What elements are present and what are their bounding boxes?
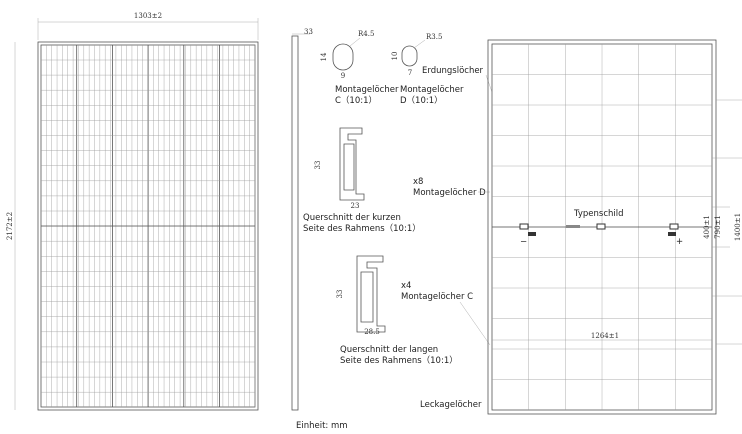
leader (413, 39, 426, 49)
leader (485, 74, 493, 93)
dim-790: 790±1 (714, 215, 722, 239)
long-frame-caption: Querschnitt der langen Seite des Rahmens（… (340, 345, 458, 366)
panel-outline (37, 41, 259, 411)
nameplate-label: Typenschild (573, 209, 624, 219)
mount-d-label: Montagelöcher D (413, 188, 486, 198)
hole-d (401, 45, 418, 67)
dim-1400: 1400±1 (734, 213, 742, 241)
nameplate (566, 225, 580, 228)
hole-c (332, 43, 354, 71)
frame-outline (487, 39, 717, 415)
hole-d-caption: Montagelöcher D（10:1） (400, 85, 464, 106)
leader (349, 37, 361, 47)
short-frame-profile (339, 127, 365, 201)
connector (669, 223, 679, 230)
unit-note: Einheit: mm (296, 421, 348, 431)
mount-c-count: x4 (401, 281, 411, 291)
long-frame-width: 28.5 (364, 328, 380, 336)
short-frame-height: 33 (314, 161, 322, 170)
side-profile (291, 35, 299, 411)
dim-400: 400±1 (703, 215, 711, 239)
connector (668, 232, 676, 236)
leader (459, 301, 491, 346)
height-dim: 2172±2 (6, 212, 14, 240)
connector (519, 223, 529, 230)
hole-d-width: 7 (408, 69, 412, 77)
connector (528, 232, 536, 236)
hole-d-radius: R3.5 (426, 33, 442, 41)
inner-width-dim: 1264±1 (591, 332, 619, 340)
hole-c-radius: R4.5 (358, 30, 374, 38)
plus-label: + (676, 237, 683, 247)
hole-c-height: 14 (320, 52, 328, 61)
hole-d-height: 10 (391, 52, 399, 61)
short-frame-width: 23 (351, 202, 360, 210)
long-frame-height: 33 (336, 290, 344, 299)
mount-c-label: Montagelöcher C (401, 292, 473, 302)
short-frame-caption: Querschnitt der kurzen Seite des Rahmens（… (303, 213, 421, 234)
junction-box (596, 223, 606, 230)
front-view (37, 41, 259, 411)
mount-d-count: x8 (413, 177, 423, 187)
thickness-dim: 33 (304, 28, 313, 36)
drain-label: Leckagelöcher (420, 400, 482, 410)
minus-label: − (520, 237, 527, 247)
long-frame-profile (356, 255, 386, 333)
grounding-label: Erdungslöcher (422, 66, 484, 76)
hole-c-width: 9 (341, 72, 345, 80)
width-dim: 1303±2 (134, 12, 162, 20)
hole-c-caption: Montagelöcher C（10:1） (335, 85, 399, 106)
